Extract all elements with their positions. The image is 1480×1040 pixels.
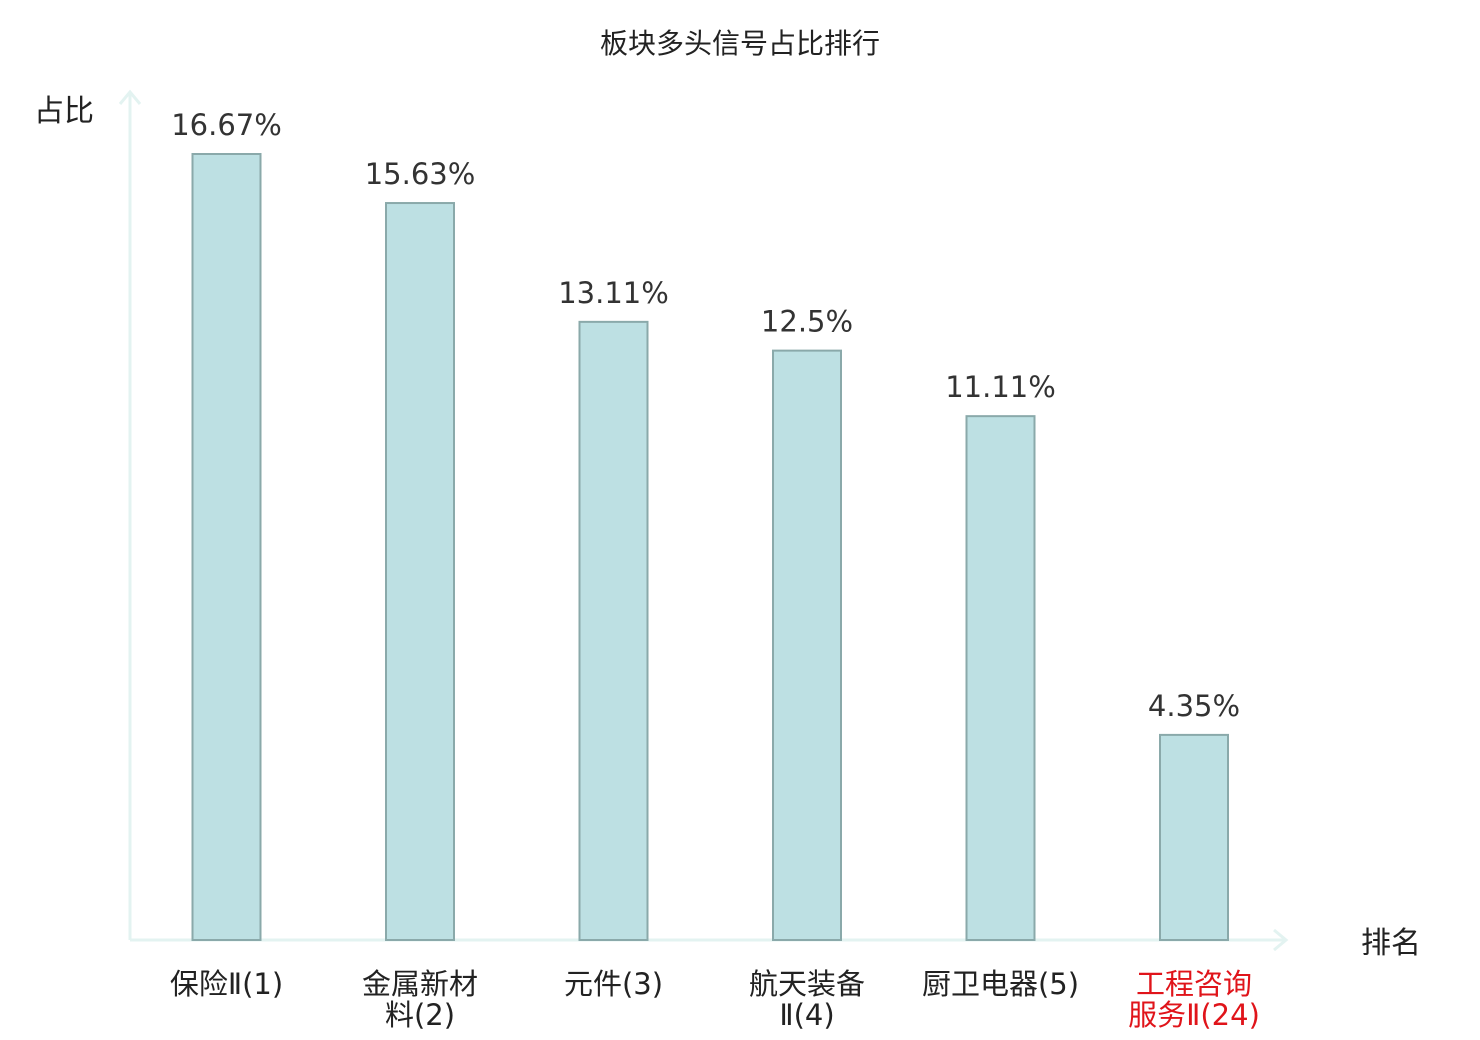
data-label: 16.67% bbox=[171, 108, 282, 142]
bar bbox=[578, 320, 649, 941]
chart-title: 板块多头信号占比排行 bbox=[600, 27, 880, 60]
category-labels-group: 保险Ⅱ(1) 金属新材料(2) 元件(3) 航天装备 Ⅱ(4) 厨卫电器(5) 工程咨询服务… bbox=[170, 967, 1260, 1032]
data-label: 12.5% bbox=[761, 305, 853, 339]
x-tick-label-line: 航天装备 bbox=[749, 967, 865, 1001]
x-tick-label-line: Ⅱ(4) bbox=[779, 998, 834, 1032]
x-tick-label: 保险Ⅱ(1) bbox=[170, 967, 283, 1001]
x-tick-label: 航天装备 Ⅱ(4) bbox=[749, 967, 865, 1032]
x-tick-label-line: 金属新材 bbox=[362, 967, 478, 1001]
bar bbox=[385, 202, 455, 941]
value-labels-group: 16.67% 15.63% 13.11% 12.5% 11.11% 4.35% bbox=[171, 108, 1240, 723]
x-tick-label: 工程咨询服务Ⅱ(24) bbox=[1128, 967, 1260, 1032]
x-axis-label: 排名 bbox=[1361, 926, 1421, 961]
data-label: 15.63% bbox=[365, 157, 476, 191]
bar bbox=[965, 415, 1036, 941]
y-axis bbox=[118, 89, 142, 940]
bar bbox=[191, 153, 262, 941]
x-axis bbox=[130, 928, 1289, 952]
x-tick-label: 金属新材料(2) bbox=[362, 967, 478, 1032]
x-tick-label: 元件(3) bbox=[564, 967, 663, 1001]
y-axis-label: 占比 bbox=[34, 94, 94, 129]
data-label: 11.11% bbox=[945, 370, 1056, 404]
x-tick-label-line: 厨卫电器(5) bbox=[922, 967, 1079, 1001]
x-tick-label: 厨卫电器(5) bbox=[922, 967, 1079, 1001]
x-tick-label-line: 保险Ⅱ(1) bbox=[170, 967, 283, 1001]
bar bbox=[772, 349, 842, 942]
data-label: 13.11% bbox=[558, 276, 669, 310]
x-tick-label-line: 元件(3) bbox=[564, 967, 663, 1001]
bar bbox=[1159, 733, 1229, 941]
bars-group bbox=[191, 153, 1229, 942]
x-tick-label-line: 服务Ⅱ(24) bbox=[1128, 998, 1260, 1032]
x-tick-label-line: 工程咨询 bbox=[1136, 967, 1252, 1001]
data-label: 4.35% bbox=[1148, 689, 1240, 723]
x-tick-label-line: 料(2) bbox=[385, 998, 455, 1032]
